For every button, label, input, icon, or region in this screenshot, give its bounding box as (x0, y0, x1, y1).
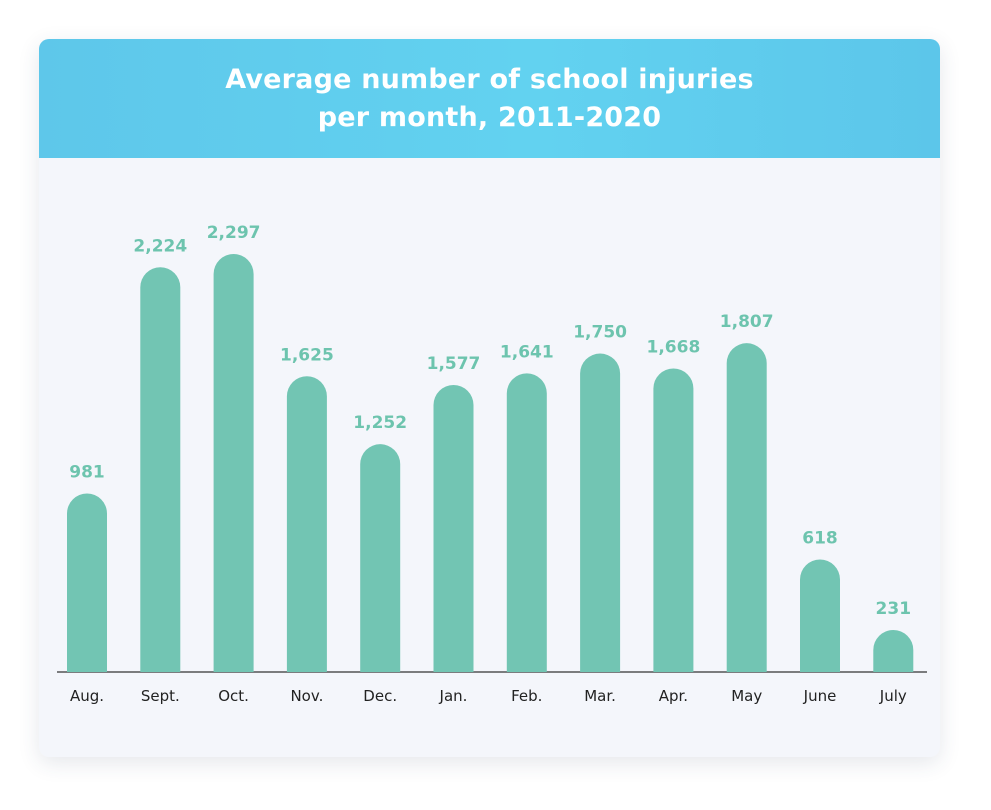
value-label: 618 (802, 529, 838, 549)
value-label: 1,252 (353, 413, 407, 433)
category-label: Feb. (511, 687, 542, 705)
bar-aug (67, 493, 107, 672)
category-label: June (803, 687, 837, 705)
bar-july (873, 629, 914, 672)
category-label: Mar. (584, 687, 616, 705)
category-label: Dec. (363, 687, 397, 705)
category-label: Sept. (141, 687, 180, 705)
category-label: Aug. (70, 687, 104, 705)
value-label: 981 (69, 462, 105, 482)
value-label: 1,625 (280, 345, 334, 365)
category-label: Oct. (218, 687, 249, 705)
value-label: 231 (876, 599, 912, 619)
chart-header: Average number of school injuries per mo… (39, 39, 940, 158)
bar-oct (213, 254, 254, 672)
bar-may (726, 343, 767, 672)
value-label: 1,577 (427, 354, 481, 374)
category-label: Apr. (659, 687, 688, 705)
bar-jan (433, 385, 474, 672)
chart-title: Average number of school injuries per mo… (225, 63, 754, 133)
category-label: Jan. (439, 687, 468, 705)
value-label: 2,297 (207, 223, 261, 243)
chart-card: Average number of school injuries per mo… (39, 39, 940, 757)
value-label: 1,750 (573, 323, 627, 343)
value-label: 1,807 (720, 312, 774, 332)
bar-feb (506, 373, 547, 672)
value-label: 1,641 (500, 342, 554, 362)
value-label: 2,224 (133, 236, 187, 256)
category-label: July (879, 687, 907, 705)
category-label: May (731, 687, 762, 705)
bar-dec (360, 444, 401, 672)
bar-june (800, 559, 840, 672)
bar-nov (286, 376, 327, 672)
bar-chart: 981 Aug. 2,224 Sept. 2,297 Oct. 1,625 Nov. 1,252… (57, 223, 927, 705)
bar-apr (653, 368, 694, 672)
bar-sept (140, 267, 181, 672)
category-label: Nov. (290, 687, 323, 705)
bar-mar (580, 353, 621, 672)
value-label: 1,668 (647, 337, 701, 357)
